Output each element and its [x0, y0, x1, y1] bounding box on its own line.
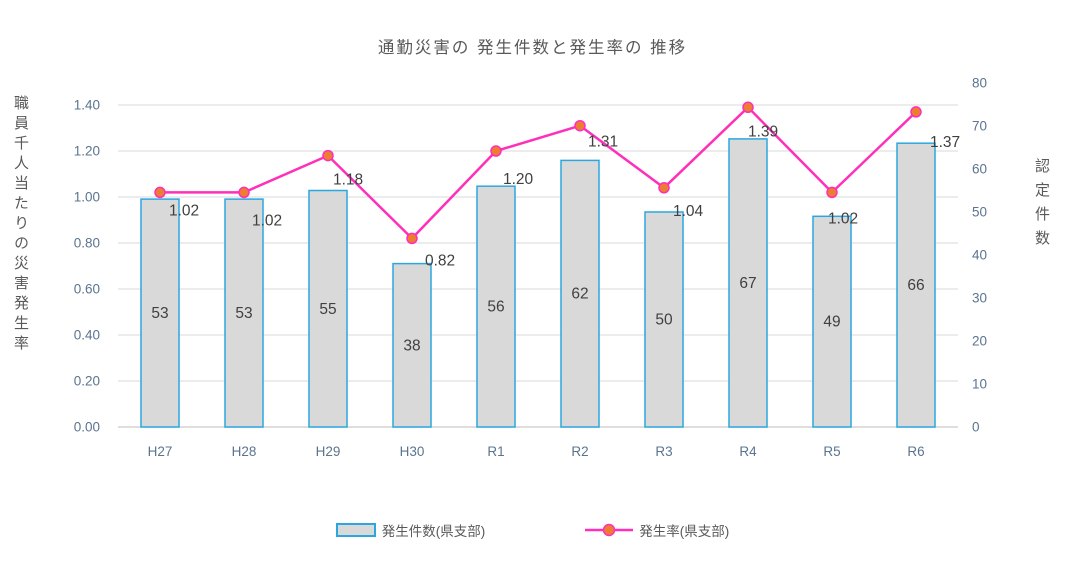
legend-item-label: 発生件数(県支部)	[381, 524, 486, 539]
category-label-H30: H30	[400, 444, 425, 459]
legend-item-label: 発生率(県支部)	[639, 524, 730, 539]
right-axis-tick-30: 30	[972, 291, 987, 306]
rate-point-R3[interactable]	[658, 182, 670, 194]
line-series-swatch-icon	[585, 523, 634, 537]
right-axis-tick-20: 20	[972, 334, 987, 349]
bar-label-H30: 38	[403, 337, 420, 354]
rate-point-R2[interactable]	[574, 119, 586, 132]
category-label-R6: R6	[907, 444, 924, 459]
rate-point-H29[interactable]	[322, 149, 334, 162]
bar-label-H28: 53	[235, 305, 252, 322]
right-axis-tick-40: 40	[972, 248, 987, 263]
bar-label-R3: 50	[655, 312, 673, 329]
bar-label-R4: 67	[739, 275, 756, 292]
right-axis-tick-70: 70	[972, 119, 987, 134]
bar-H30[interactable]	[392, 262, 432, 428]
left-axis-tick-0.60: 0.60	[74, 282, 100, 297]
category-label-R3: R3	[655, 444, 672, 459]
right-axis-title: 認定件数	[1033, 158, 1050, 254]
bar-H29[interactable]	[308, 189, 348, 428]
rate-point-R1[interactable]	[490, 145, 502, 157]
bar-label-R1: 56	[487, 299, 504, 316]
rate-label-H28: 1.02	[252, 212, 282, 229]
rate-label-H27: 1.02	[169, 202, 199, 219]
bar-R3[interactable]	[644, 211, 684, 428]
left-axis-tick-1.00: 1.00	[74, 190, 100, 205]
right-axis-tick-50: 50	[972, 205, 987, 220]
bar-R1[interactable]	[476, 185, 516, 428]
right-axis-tick-0: 0	[972, 420, 980, 435]
rate-point-H30[interactable]	[406, 232, 418, 245]
bar-H28[interactable]	[224, 198, 264, 428]
left-axis-tick-0.20: 0.20	[74, 374, 100, 389]
bar-R4[interactable]	[728, 138, 768, 428]
rate-point-H27[interactable]	[154, 186, 166, 199]
left-axis-tick-0.00: 0.00	[74, 420, 100, 435]
category-label-H29: H29	[316, 444, 341, 459]
legend-item-rate-series[interactable]: 発生率(県支部)	[585, 520, 729, 540]
left-axis-tick-0.80: 0.80	[74, 236, 100, 251]
right-axis-tick-10: 10	[972, 377, 987, 392]
rate-label-R6: 1.37	[930, 134, 960, 151]
rate-label-R2: 1.31	[588, 134, 618, 151]
right-axis-tick-80: 80	[972, 76, 987, 91]
rate-label-H29: 1.18	[333, 172, 363, 189]
category-label-R1: R1	[487, 444, 504, 459]
rate-point-R4[interactable]	[742, 101, 754, 114]
bar-H27[interactable]	[140, 198, 180, 428]
bar-R2[interactable]	[560, 159, 600, 428]
rate-point-R5[interactable]	[826, 186, 838, 199]
rate-point-R6[interactable]	[910, 106, 922, 118]
bar-R6[interactable]	[896, 142, 936, 428]
left-axis-tick-0.40: 0.40	[74, 328, 100, 343]
left-axis-tick-1.20: 1.20	[74, 144, 100, 159]
category-label-R5: R5	[823, 444, 840, 459]
bar-label-R6: 66	[907, 277, 924, 294]
bar-label-R2: 62	[571, 286, 588, 303]
right-axis-tick-60: 60	[972, 162, 987, 177]
left-axis-title: 職員千人当たりの災害発生率	[12, 95, 29, 355]
rate-label-R3: 1.04	[673, 203, 704, 220]
category-label-R4: R4	[739, 444, 757, 459]
bar-R5[interactable]	[812, 215, 852, 428]
chart-title: 通勤災害の 発生件数と発生率の 推移	[377, 39, 688, 57]
bar-label-H27: 53	[151, 305, 168, 322]
rate-label-H30: 0.82	[425, 252, 455, 269]
category-label-H27: H27	[148, 444, 173, 459]
rate-label-R1: 1.20	[503, 171, 534, 188]
left-axis-tick-1.40: 1.40	[74, 98, 100, 113]
rate-line[interactable]	[160, 106, 917, 240]
category-label-H28: H28	[232, 444, 257, 459]
rate-label-R5: 1.02	[828, 210, 858, 227]
category-label-R2: R2	[571, 444, 588, 459]
bar-label-R5: 49	[823, 314, 840, 331]
rate-point-H28[interactable]	[238, 186, 250, 199]
bar-series-swatch-icon	[335, 523, 376, 537]
legend: 発生件数(県支部) 発生率(県支部)	[0, 520, 1065, 540]
rate-label-R4: 1.39	[748, 123, 778, 140]
bar-label-H29: 55	[319, 301, 336, 318]
legend-item-count-series[interactable]: 発生件数(県支部)	[335, 520, 486, 540]
